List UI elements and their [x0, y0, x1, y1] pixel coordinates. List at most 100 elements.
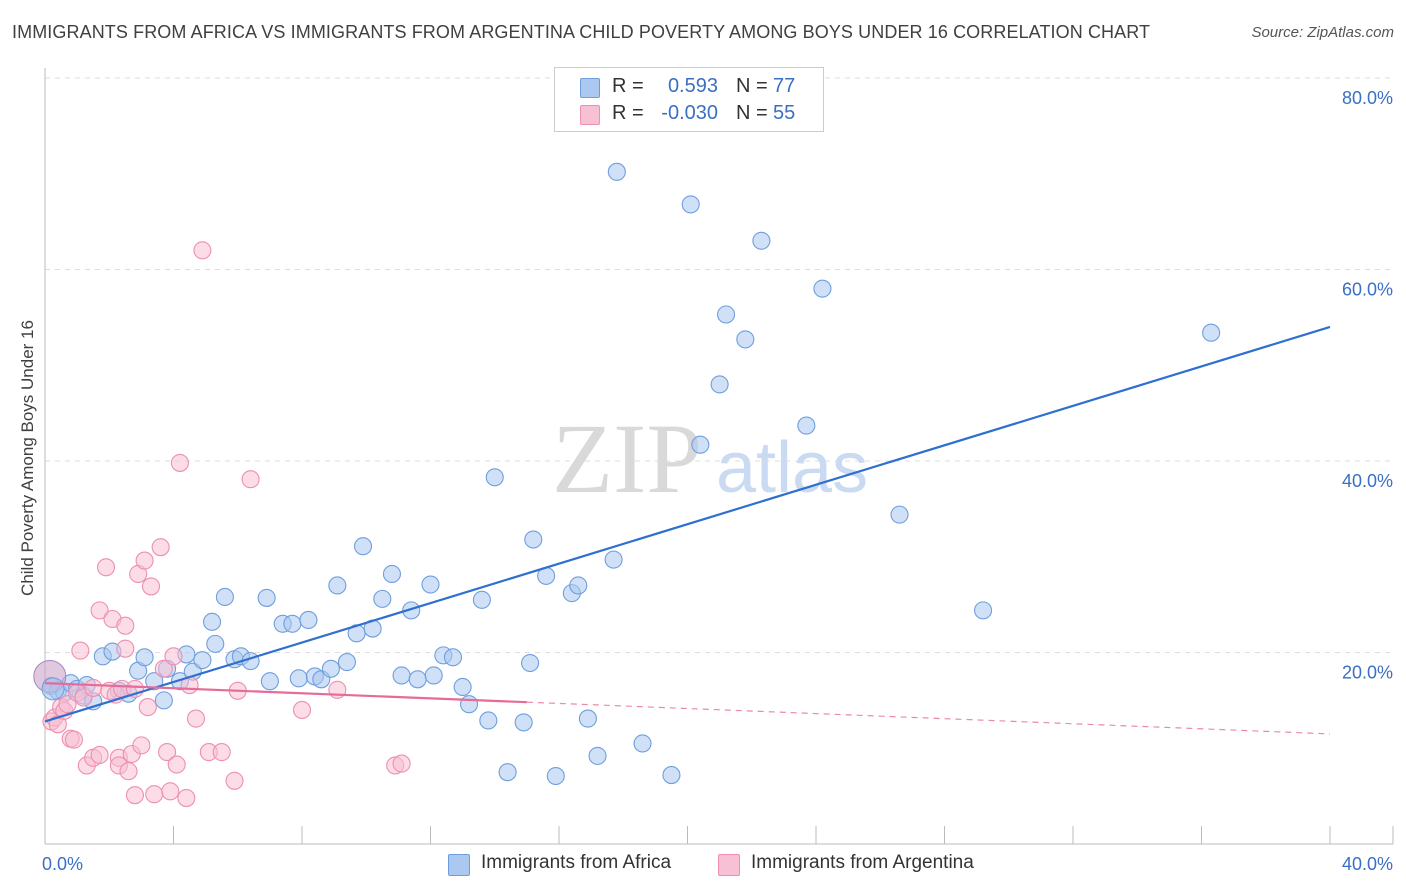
data-point-africa-44 — [402, 601, 421, 620]
data-point-africa-15 — [154, 691, 173, 710]
trend-line-argentina-extension — [526, 701, 1331, 735]
data-point-argentina-33 — [141, 577, 161, 596]
data-point-africa-74 — [752, 231, 771, 250]
data-point-argentina-30 — [132, 736, 151, 755]
data-point-argentina-47 — [212, 743, 231, 762]
data-point-argentina-48 — [225, 771, 244, 790]
y-tick-label-60: 60.0% — [1342, 280, 1393, 300]
data-point-africa-43 — [392, 666, 411, 685]
data-point-argentina-40 — [167, 755, 186, 774]
data-point-argentina-45 — [193, 241, 212, 260]
data-point-africa-67 — [633, 734, 652, 753]
data-point-africa-41 — [373, 589, 392, 608]
data-point-africa-37 — [337, 653, 357, 672]
data-point-argentina-38 — [161, 782, 180, 801]
data-point-africa-27 — [257, 588, 276, 607]
data-point-africa-77 — [890, 505, 909, 524]
data-point-argentina-23 — [116, 639, 135, 658]
data-point-argentina-34 — [145, 785, 164, 804]
y-tick-label-20: 20.0% — [1342, 663, 1393, 683]
x-tick-label-0: 0.0% — [42, 854, 83, 874]
series-legend: Immigrants from Africa Immigrants from A… — [0, 852, 1406, 878]
data-point-argentina-24 — [116, 616, 135, 635]
grid-lines — [45, 77, 1393, 653]
tick-labels: 20.0% 40.0% 60.0% 80.0% 0.0% 40.0% — [42, 88, 1393, 874]
data-point-africa-54 — [485, 468, 504, 487]
data-point-africa-53 — [479, 711, 498, 730]
data-point-argentina-42 — [177, 788, 196, 808]
n-value: 55 — [773, 102, 796, 124]
chart-title: IMMIGRANTS FROM AFRICA VS IMMIGRANTS FRO… — [12, 22, 1151, 42]
r-value: -0.030 — [661, 102, 718, 124]
legend-swatch-africa — [580, 78, 600, 98]
data-point-africa-36 — [328, 576, 347, 595]
data-point-africa-70 — [691, 435, 710, 454]
data-point-africa-21 — [203, 612, 222, 631]
correlation-legend: R = 0.593 N = 77 R = -0.030 N = 55 — [554, 67, 824, 132]
source-label: Source: ZipAtlas.com — [1251, 24, 1394, 41]
data-points — [33, 162, 1221, 808]
data-point-africa-71 — [710, 375, 729, 394]
data-point-africa-32 — [299, 610, 318, 629]
data-point-africa-76 — [813, 279, 832, 298]
data-point-africa-39 — [353, 537, 373, 556]
data-point-cluster-africa — [41, 677, 65, 701]
data-point-argentina-54 — [392, 754, 411, 773]
data-point-africa-42 — [382, 564, 402, 584]
data-point-africa-57 — [521, 653, 540, 673]
data-point-africa-50 — [453, 677, 472, 697]
data-point-argentina-41 — [170, 453, 189, 472]
data-point-argentina-37 — [158, 743, 177, 762]
r-label: R = — [612, 75, 644, 97]
trend-line-argentina — [44, 682, 527, 704]
data-point-africa-69 — [681, 195, 700, 214]
data-point-argentina-36 — [154, 659, 173, 678]
data-point-argentina-32 — [138, 698, 157, 717]
legend-swatch-argentina — [580, 105, 600, 125]
data-point-africa-35 — [321, 659, 340, 678]
data-point-argentina-39 — [164, 647, 183, 666]
data-point-argentina-50 — [241, 470, 260, 489]
data-point-africa-52 — [472, 590, 491, 609]
data-point-africa-45 — [408, 670, 427, 689]
watermark-atlas: atlas — [716, 428, 868, 508]
data-point-africa-58 — [524, 530, 543, 549]
data-point-africa-47 — [424, 666, 443, 685]
data-point-africa-78 — [973, 601, 993, 620]
data-point-africa-20 — [193, 651, 212, 670]
data-point-africa-79 — [1202, 323, 1221, 342]
r-label: R = — [612, 102, 644, 124]
data-point-argentina-9 — [71, 641, 90, 660]
watermark-zip: ZIP — [552, 403, 702, 514]
data-point-argentina-16 — [96, 558, 116, 577]
data-point-africa-60 — [546, 766, 565, 786]
data-point-africa-13 — [135, 648, 154, 667]
data-point-argentina-12 — [84, 678, 103, 697]
data-point-argentina-35 — [151, 538, 170, 557]
data-point-africa-22 — [206, 634, 225, 653]
n-label: N = — [736, 75, 768, 97]
data-point-africa-65 — [604, 550, 623, 569]
data-point-africa-28 — [260, 672, 279, 691]
trend-lines — [44, 325, 1331, 735]
data-point-africa-49 — [443, 648, 463, 667]
x-tick-label-40: 40.0% — [1342, 854, 1393, 874]
trend-line-africa — [44, 325, 1331, 723]
data-point-africa-31 — [289, 669, 308, 688]
y-tick-label-40: 40.0% — [1342, 471, 1393, 491]
data-point-africa-56 — [514, 713, 533, 732]
axes — [44, 68, 1394, 845]
data-point-africa-68 — [662, 766, 681, 785]
legend-label-africa: Immigrants from Africa — [481, 852, 672, 873]
data-point-africa-75 — [797, 416, 816, 435]
data-point-africa-62 — [569, 576, 588, 595]
data-point-africa-23 — [215, 587, 234, 607]
data-point-argentina-7 — [64, 730, 83, 749]
data-point-argentina-31 — [135, 551, 154, 570]
data-point-africa-66 — [607, 162, 626, 181]
data-point-argentina-25 — [119, 762, 138, 781]
y-tick-label-80: 80.0% — [1342, 88, 1393, 108]
legend-swatch-argentina — [718, 854, 740, 876]
data-point-argentina-15 — [90, 745, 109, 765]
